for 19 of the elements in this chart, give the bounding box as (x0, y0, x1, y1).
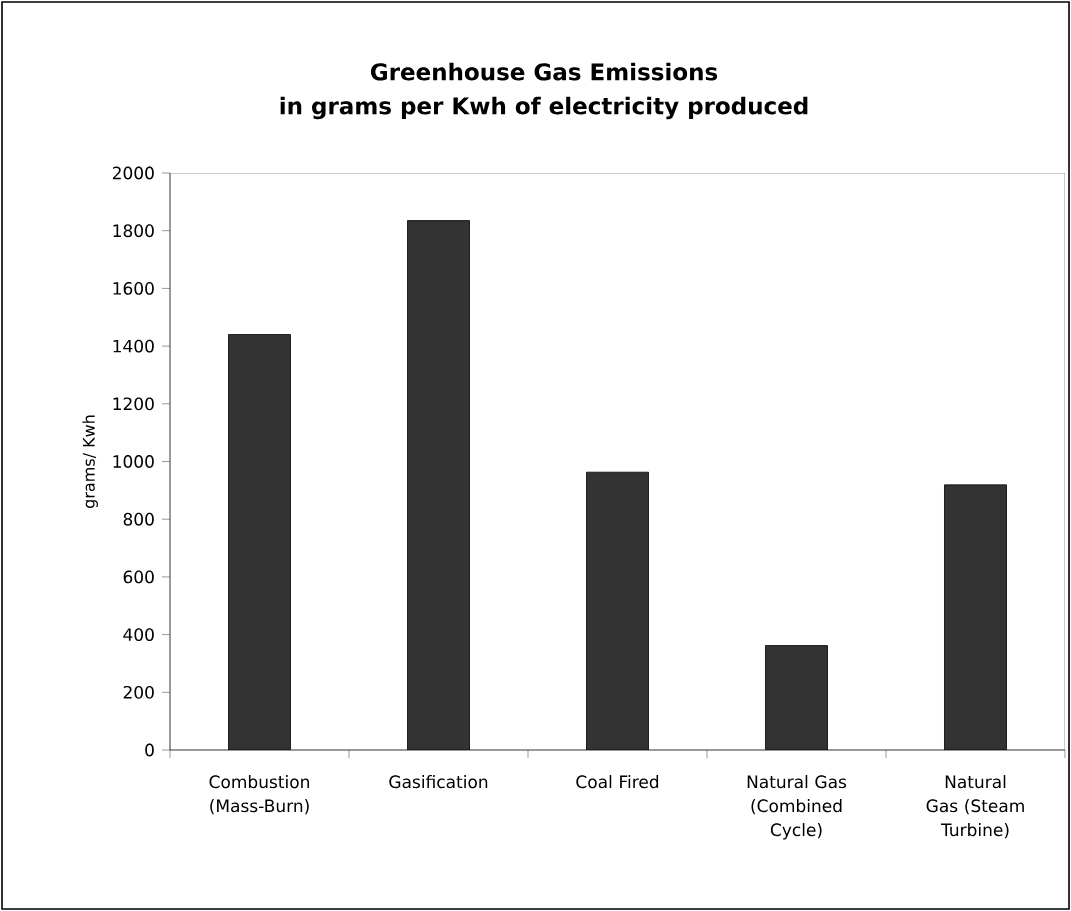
y-axis-title: grams/ Kwh (82, 415, 98, 508)
y-tick-label: 400 (123, 628, 154, 642)
x-tick-label: Natural Gas (Steam Turbine) (926, 775, 1024, 839)
y-tick-label: 1000 (113, 455, 154, 468)
y-tick-label: 200 (123, 685, 154, 699)
chart-title: Greenhouse Gas Emissions (370, 62, 718, 81)
y-tick-label: 1800 (113, 224, 154, 238)
x-tick-label: Natural Gas (Combined Cycle) (747, 775, 847, 840)
y-tick-label: 1200 (113, 397, 154, 411)
y-tick-label: 0 (145, 743, 154, 757)
y-tick-label: 1600 (113, 281, 154, 295)
x-tick-label: Coal Fired (576, 775, 659, 789)
y-tick-label: 2000 (112, 166, 154, 180)
x-tick-label: Combustion (Mass-Burn) (209, 775, 309, 815)
chart-subtitle: in grams per Kwh of electricity produced (280, 96, 808, 120)
y-tick-label: 600 (123, 570, 154, 584)
y-tick-label: 1400 (113, 339, 154, 353)
y-tick-label: 800 (123, 512, 154, 526)
x-tick-label: Gasification (389, 775, 488, 789)
